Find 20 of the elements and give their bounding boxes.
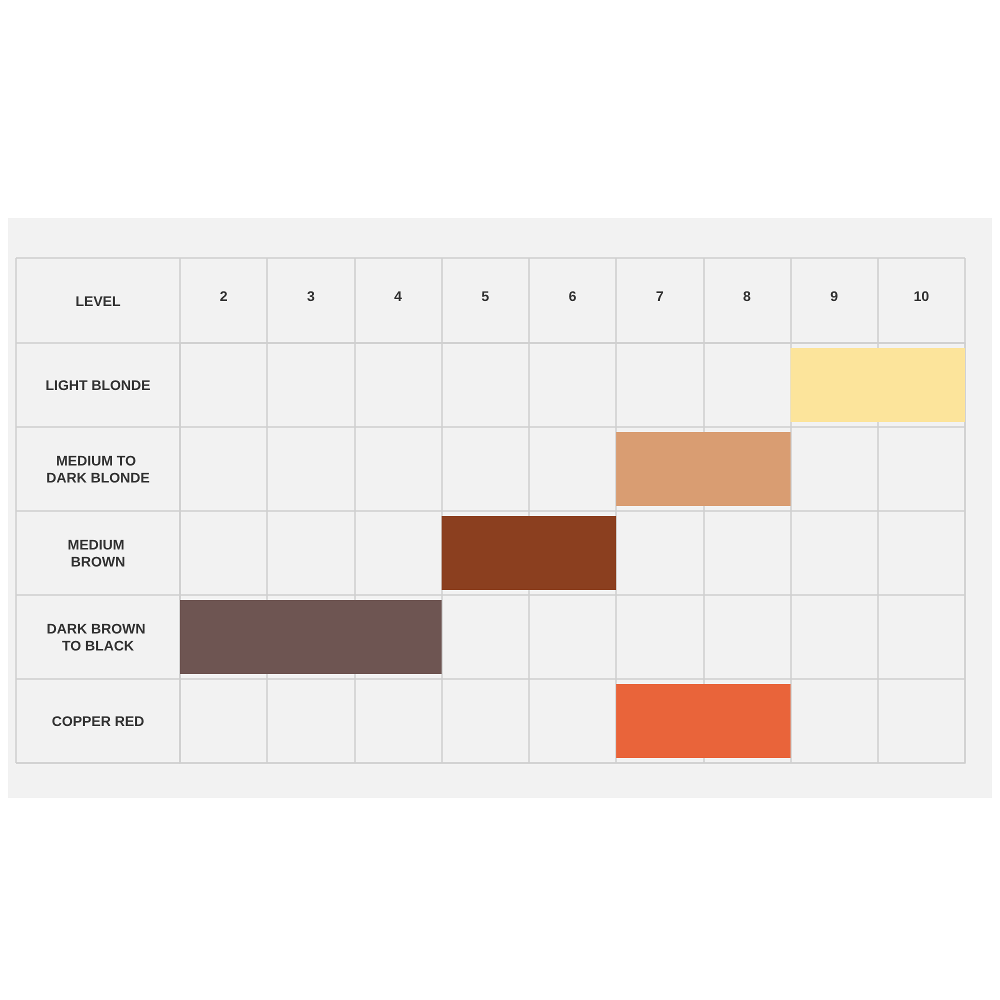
bar bbox=[180, 600, 442, 674]
x-tick-label: 5 bbox=[481, 288, 490, 304]
y-tick-label: MEDIUM BROWN bbox=[68, 536, 128, 570]
x-tick-label: 10 bbox=[914, 288, 930, 304]
x-tick-label: 9 bbox=[830, 288, 838, 304]
y-tick-label: LIGHT BLONDE bbox=[46, 377, 150, 393]
x-tick-label: 3 bbox=[306, 288, 315, 304]
y-tick-label: COPPER RED bbox=[52, 713, 144, 729]
y-tick-label: MEDIUM TO DARK BLONDE bbox=[46, 452, 150, 486]
x-axis-title: LEVEL bbox=[75, 293, 122, 309]
x-tick-label: 4 bbox=[394, 288, 402, 304]
bar bbox=[442, 516, 616, 590]
bar bbox=[616, 432, 791, 506]
y-tick-label: DARK BROWN TO BLACK bbox=[46, 620, 150, 654]
x-tick-label: 6 bbox=[568, 288, 577, 304]
bar bbox=[790, 348, 965, 422]
x-tick-label: 8 bbox=[743, 288, 752, 304]
bar bbox=[616, 684, 791, 758]
x-tick-label: 2 bbox=[220, 288, 228, 304]
x-tick-label: 7 bbox=[656, 288, 664, 304]
